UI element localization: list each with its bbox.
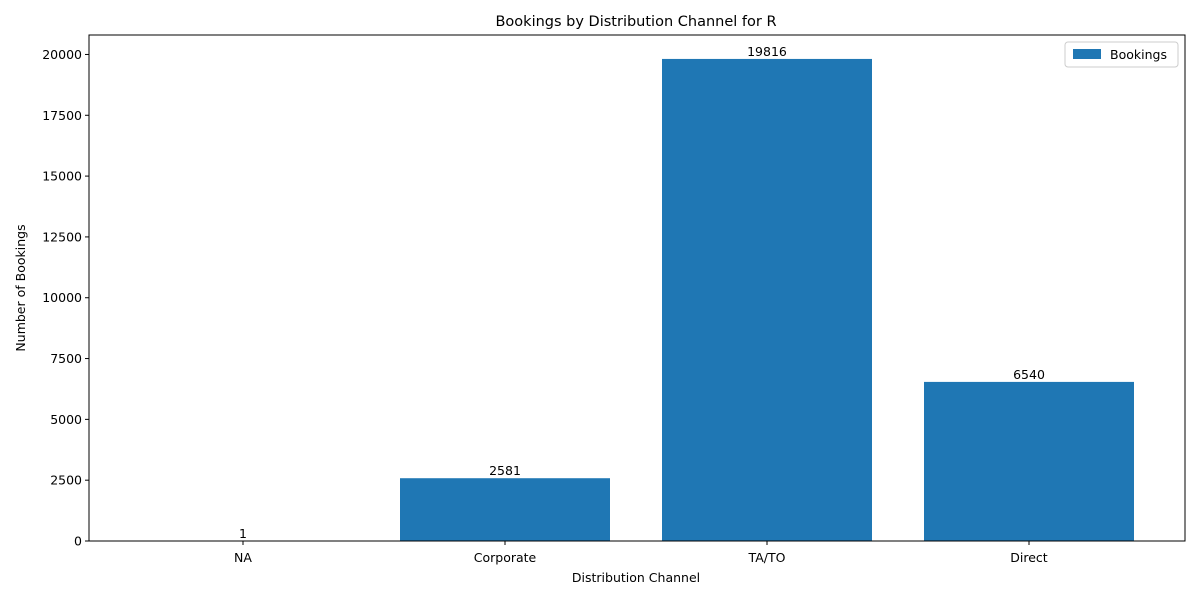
bar-corporate	[400, 478, 610, 541]
x-tick-label: NA	[234, 550, 252, 565]
x-tick-label: Corporate	[474, 550, 537, 565]
y-tick-label: 0	[74, 534, 82, 549]
bar-direct	[924, 382, 1134, 541]
data-label: 2581	[489, 463, 521, 478]
data-label: 19816	[747, 44, 787, 59]
y-tick-label: 17500	[42, 108, 82, 123]
y-tick-label: 10000	[42, 290, 82, 305]
bar-ta-to	[662, 59, 872, 541]
legend: Bookings	[1065, 42, 1178, 67]
y-tick-label: 20000	[42, 47, 82, 62]
data-label: 6540	[1013, 367, 1045, 382]
x-tick-label: TA/TO	[748, 550, 786, 565]
data-label: 1	[239, 526, 247, 541]
legend-label: Bookings	[1110, 47, 1167, 62]
plot-area: 1 NA 2581 Corporate 19816 TA/TO 6540 Direct 0 250…	[42, 35, 1185, 565]
y-tick-label: 5000	[50, 412, 82, 427]
y-axis-label: Number of Bookings	[13, 224, 28, 351]
x-tick-label: Direct	[1010, 550, 1048, 565]
y-tick-label: 7500	[50, 351, 82, 366]
legend-swatch	[1073, 49, 1101, 59]
y-tick-label: 15000	[42, 169, 82, 184]
y-tick-label: 12500	[42, 229, 82, 244]
x-axis-label: Distribution Channel	[572, 570, 700, 585]
y-tick-label: 2500	[50, 473, 82, 488]
chart-title: Bookings by Distribution Channel for R	[495, 14, 776, 30]
